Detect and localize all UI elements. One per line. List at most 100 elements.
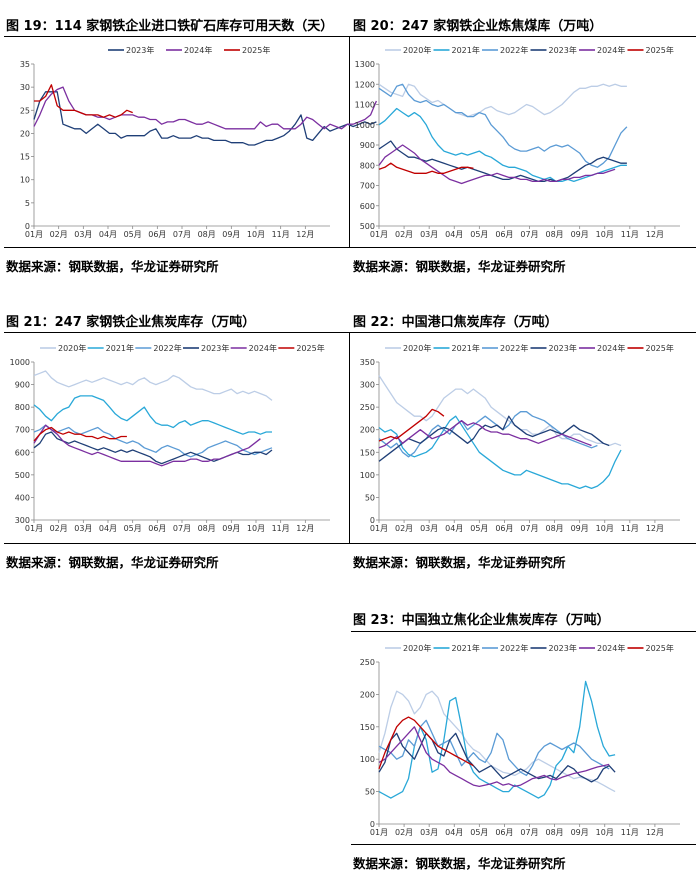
x-tick-label: 03月 — [74, 524, 92, 533]
x-tick-label: 03月 — [74, 230, 92, 239]
y-tick-label: 700 — [360, 182, 375, 191]
fig20-title: 图 20：247 家钢铁企业炼焦煤库（万吨） — [353, 19, 603, 34]
x-tick-label: 06月 — [495, 230, 513, 239]
y-tick-label: 100 — [360, 471, 375, 480]
y-tick-label: 25 — [20, 106, 30, 115]
series-line — [378, 415, 622, 490]
legend-label: 2020年 — [403, 343, 431, 353]
x-tick-label: 09月 — [222, 524, 240, 533]
y-tick-label: 150 — [360, 448, 375, 457]
x-tick-label: 12月 — [296, 524, 314, 533]
y-tick-label: 150 — [360, 723, 375, 732]
y-tick-label: 350 — [360, 358, 375, 367]
legend-label: 2024年 — [184, 45, 212, 55]
x-tick-label: 04月 — [445, 828, 463, 837]
legend-label: 2025年 — [646, 45, 674, 55]
x-tick-label: 12月 — [646, 828, 664, 837]
x-tick-label: 12月 — [646, 230, 664, 239]
series-line — [378, 107, 627, 183]
series-line — [34, 84, 133, 118]
x-tick-label: 10月 — [247, 230, 265, 239]
y-tick-label: 50 — [365, 493, 375, 502]
legend-label: 2021年 — [452, 343, 480, 353]
x-tick-label: 11月 — [272, 230, 290, 239]
fig23-title: 图 23：中国独立焦化企业焦炭库存（万吨） — [353, 613, 610, 628]
fig21-source: 数据来源：钢联数据，华龙证券研究所 — [6, 555, 219, 570]
x-tick-label: 01月 — [25, 230, 43, 239]
y-tick-label: 800 — [360, 161, 375, 170]
y-tick-label: 1300 — [355, 60, 375, 69]
x-tick-label: 09月 — [571, 524, 589, 533]
legend-label: 2021年 — [452, 45, 480, 55]
x-tick-label: 05月 — [470, 828, 488, 837]
series-line — [378, 83, 627, 118]
x-tick-label: 02月 — [395, 524, 413, 533]
x-tick-label: 02月 — [50, 230, 68, 239]
fig20-chart: 500 600 700 800 900 1000 1100 1200 1300 01月 02月 03月… — [355, 45, 680, 239]
x-tick-label: 01月 — [25, 524, 43, 533]
x-tick-label: 06月 — [148, 230, 166, 239]
x-tick-label: 06月 — [495, 828, 513, 837]
legend-label: 2025年 — [242, 45, 270, 55]
x-tick-label: 10月 — [596, 230, 614, 239]
y-tick-label: 500 — [360, 222, 375, 231]
y-tick-label: 250 — [360, 403, 375, 412]
x-tick-label: 04月 — [99, 524, 117, 533]
legend-label: 2023年 — [549, 643, 577, 653]
series-line — [378, 408, 445, 442]
x-tick-label: 08月 — [545, 230, 563, 239]
x-tick-label: 06月 — [495, 524, 513, 533]
y-tick-label: 50 — [365, 788, 375, 797]
y-tick-label: 1100 — [355, 101, 375, 110]
x-tick-label: 11月 — [272, 524, 290, 533]
y-tick-label: 20 — [20, 129, 30, 138]
y-tick-label: 10 — [20, 176, 30, 185]
x-tick-label: 02月 — [50, 524, 68, 533]
y-tick-label: 250 — [360, 658, 375, 667]
series-line — [378, 726, 610, 788]
x-tick-label: 10月 — [247, 524, 265, 533]
x-tick-label: 06月 — [148, 524, 166, 533]
y-tick-label: 700 — [15, 426, 30, 435]
y-tick-label: 800 — [15, 403, 30, 412]
x-tick-label: 07月 — [520, 230, 538, 239]
x-tick-label: 05月 — [124, 524, 142, 533]
x-tick-label: 08月 — [545, 828, 563, 837]
x-tick-label: 03月 — [420, 828, 438, 837]
x-tick-label: 03月 — [420, 230, 438, 239]
x-tick-label: 01月 — [370, 524, 388, 533]
legend-label: 2025年 — [646, 643, 674, 653]
series-line — [33, 424, 261, 467]
legend-label: 2023年 — [201, 343, 229, 353]
y-tick-label: 500 — [15, 471, 30, 480]
fig21-title: 图 21：247 家钢铁企业焦炭库存（万吨） — [6, 315, 256, 330]
x-tick-label: 09月 — [571, 230, 589, 239]
fig22-title: 图 22：中国港口焦炭库存（万吨） — [353, 315, 558, 330]
series-line — [378, 375, 622, 447]
x-tick-label: 07月 — [173, 230, 191, 239]
x-tick-label: 10月 — [596, 828, 614, 837]
y-tick-label: 30 — [20, 83, 30, 92]
series-line — [378, 144, 616, 185]
y-tick-label: 0 — [370, 516, 375, 525]
x-tick-label: 02月 — [395, 828, 413, 837]
x-tick-label: 08月 — [198, 524, 216, 533]
x-tick-label: 12月 — [646, 524, 664, 533]
x-tick-label: 07月 — [173, 524, 191, 533]
y-tick-label: 200 — [360, 426, 375, 435]
x-tick-label: 03月 — [420, 524, 438, 533]
legend-label: 2023年 — [549, 343, 577, 353]
series-line — [378, 680, 616, 799]
y-tick-label: 35 — [20, 60, 30, 69]
y-tick-label: 300 — [15, 516, 30, 525]
x-tick-label: 07月 — [520, 524, 538, 533]
x-tick-label: 08月 — [545, 524, 563, 533]
legend-label: 2024年 — [249, 343, 277, 353]
fig19-source: 数据来源：钢联数据，华龙证券研究所 — [6, 259, 219, 274]
legend-label: 2020年 — [403, 643, 431, 653]
series-line — [378, 411, 598, 458]
legend-label: 2023年 — [126, 45, 154, 55]
series-line — [33, 86, 377, 130]
x-tick-label: 08月 — [198, 230, 216, 239]
legend-label: 2023年 — [549, 45, 577, 55]
